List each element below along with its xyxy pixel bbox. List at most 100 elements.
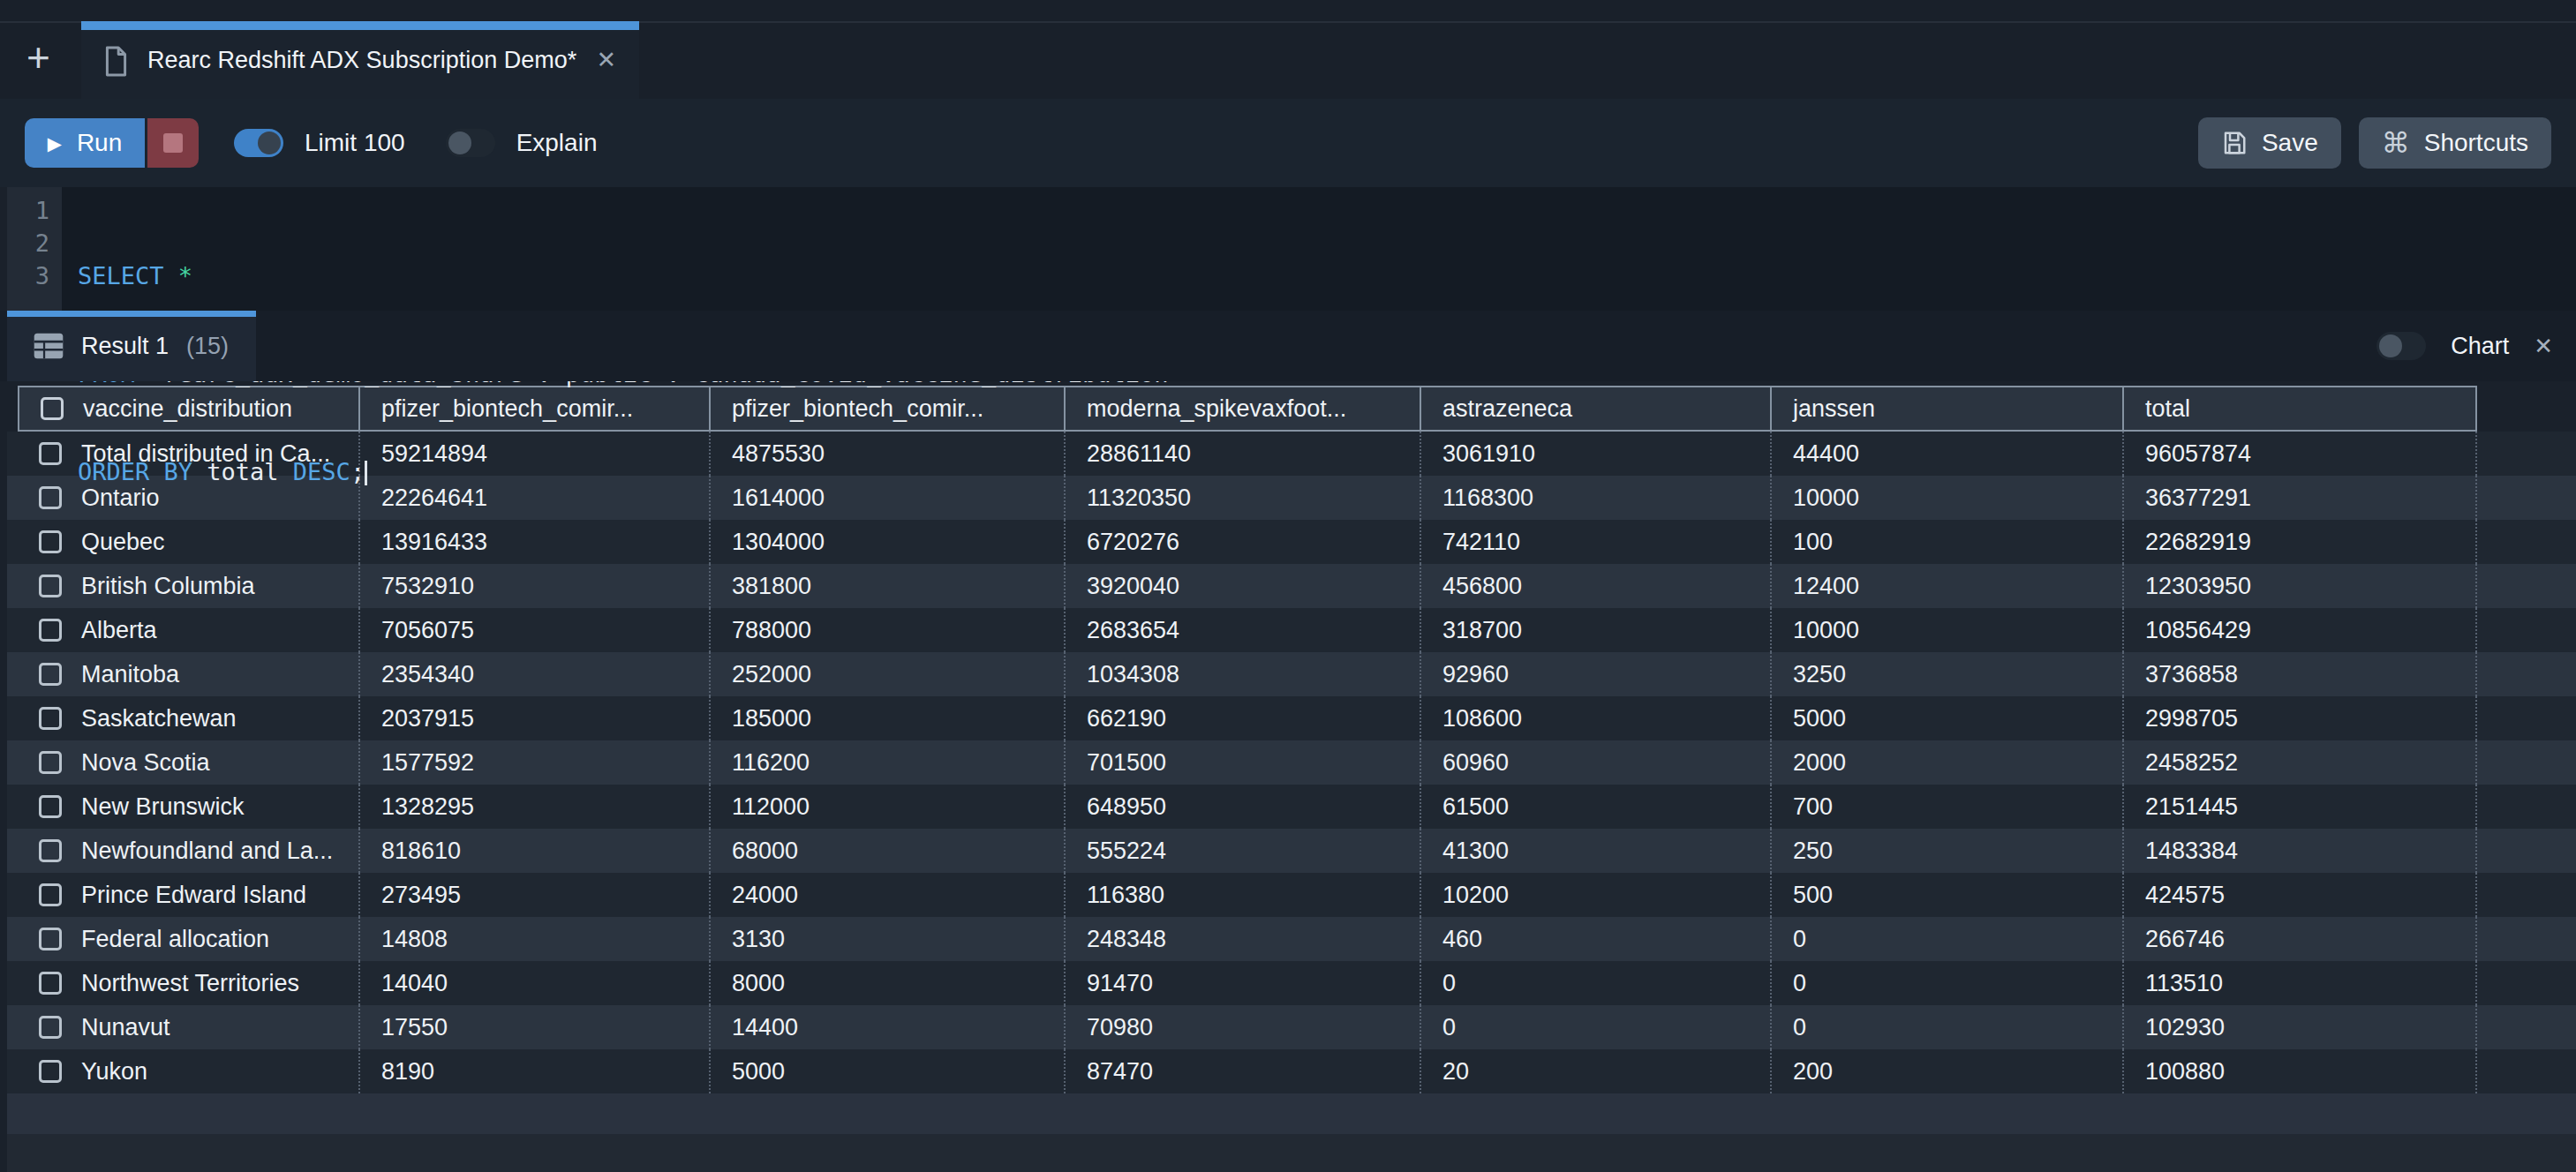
row-checkbox[interactable] [39,883,62,906]
sql-identifier: total [192,458,293,485]
value-cell: 0 [1421,1005,1772,1049]
row-checkbox[interactable] [39,486,62,509]
cell-value: 0 [1793,926,1806,953]
toolbar-right-group: Save ⌘ Shortcuts [2198,117,2551,169]
active-tab-indicator [81,21,639,30]
row-label-cell: Alberta [18,608,360,652]
value-cell: 61500 [1421,785,1772,829]
cell-value: 116380 [1087,882,1164,909]
table-row: Prince Edward Island27349524000116380102… [7,873,2576,917]
table-row: Yukon819050008747020200100880 [7,1049,2576,1093]
value-cell: 14400 [711,1005,1066,1049]
cell-value: 12400 [1793,573,1859,600]
tab-title: Rearc Redshift ADX Subscription Demo* [147,47,584,74]
value-cell: 116380 [1066,873,1421,917]
sql-editor[interactable]: 1 2 3 SELECT * FROM "rearc_adx_demo_data… [7,187,2576,311]
cell-value: 91470 [1087,970,1153,997]
cell-value: 1168300 [1442,485,1533,512]
save-button[interactable]: Save [2198,117,2341,169]
value-cell: 250 [1772,829,2124,873]
tab-close-icon[interactable]: ✕ [596,46,616,74]
table-row: Nova Scotia15775921162007015006096020002… [7,740,2576,785]
file-icon [104,46,128,77]
sql-star: * [164,262,193,289]
value-cell: 60960 [1421,740,1772,785]
cell-value: 8190 [381,1058,434,1086]
row-checkbox[interactable] [39,663,62,686]
stop-icon [163,133,183,153]
cell-value: 424575 [2145,882,2225,909]
row-checkbox[interactable] [39,1016,62,1039]
explain-label: Explain [516,129,598,157]
cell-value: 3061910 [1442,440,1535,468]
row-checkbox[interactable] [39,707,62,730]
shortcuts-button[interactable]: ⌘ Shortcuts [2359,117,2551,169]
cell-value: 381800 [732,573,811,600]
value-cell: 8000 [711,961,1066,1005]
cell-value: 2354340 [381,661,474,688]
row-checkbox[interactable] [39,530,62,553]
line-number: 3 [7,259,49,292]
row-checkbox[interactable] [39,619,62,642]
row-label-cell: Nova Scotia [18,740,360,785]
value-cell: 14040 [360,961,711,1005]
results-close-icon[interactable]: ✕ [2534,333,2553,360]
cell-value: 2037915 [381,705,474,732]
value-cell: 100 [1772,520,2124,564]
value-cell: 2998705 [2124,696,2477,740]
table-row: Manitoba23543402520001034308929603250373… [7,652,2576,696]
row-checkbox[interactable] [39,751,62,774]
query-tab[interactable]: Rearc Redshift ADX Subscription Demo* ✕ [81,21,639,99]
value-cell: 200 [1772,1049,2124,1093]
row-label-cell: New Brunswick [18,785,360,829]
cell-value: 2998705 [2145,705,2238,732]
value-cell: 1168300 [1421,476,1772,520]
cell-value: 3736858 [2145,661,2238,688]
value-cell: 68000 [711,829,1066,873]
row-label: Alberta [81,617,157,644]
cell-value: 24000 [732,882,798,909]
save-icon [2221,130,2248,156]
column-header[interactable]: janssen [1772,386,2124,432]
cell-value: 92960 [1442,661,1509,688]
run-button[interactable]: ▶ Run [25,118,145,168]
cell-value: 1034308 [1087,661,1179,688]
row-checkbox[interactable] [39,928,62,950]
row-label-cell: Prince Edward Island [18,873,360,917]
row-checkbox[interactable] [39,442,62,465]
code-line: SELECT * [78,259,1183,292]
cell-value: 41300 [1442,838,1509,865]
row-label: Newfoundland and La... [81,838,333,865]
row-label: Federal allocation [81,926,269,953]
cell-value: 648950 [1087,793,1166,821]
select-all-checkbox[interactable] [41,397,64,420]
row-checkbox[interactable] [39,972,62,995]
table-row: Northwest Territories1404080009147000113… [7,961,2576,1005]
row-checkbox[interactable] [39,575,62,597]
cell-value: 2683654 [1087,617,1179,644]
stop-button[interactable] [147,118,199,168]
value-cell: 10000 [1772,476,2124,520]
value-cell: 1328295 [360,785,711,829]
value-cell: 1483384 [2124,829,2477,873]
column-header[interactable]: total [2124,386,2477,432]
explain-toggle[interactable] [446,129,495,157]
value-cell: 424575 [2124,873,2477,917]
row-checkbox[interactable] [39,839,62,862]
cell-value: 113510 [2145,970,2223,997]
value-cell: 0 [1772,917,2124,961]
cell-value: 788000 [732,617,811,644]
cell-value: 17550 [381,1014,448,1041]
column-header[interactable]: astrazeneca [1421,386,1772,432]
row-checkbox[interactable] [39,1060,62,1083]
cell-value: 87470 [1087,1058,1153,1086]
value-cell: 36377291 [2124,476,2477,520]
value-cell: 0 [1421,961,1772,1005]
row-label: Manitoba [81,661,179,688]
limit-toggle[interactable] [234,129,283,157]
result-tab[interactable]: Result 1 (15) [7,311,256,381]
chart-toggle[interactable] [2376,332,2426,360]
editor-gutter: 1 2 3 [7,187,62,311]
new-tab-button[interactable]: + [26,37,50,78]
row-checkbox[interactable] [39,795,62,818]
